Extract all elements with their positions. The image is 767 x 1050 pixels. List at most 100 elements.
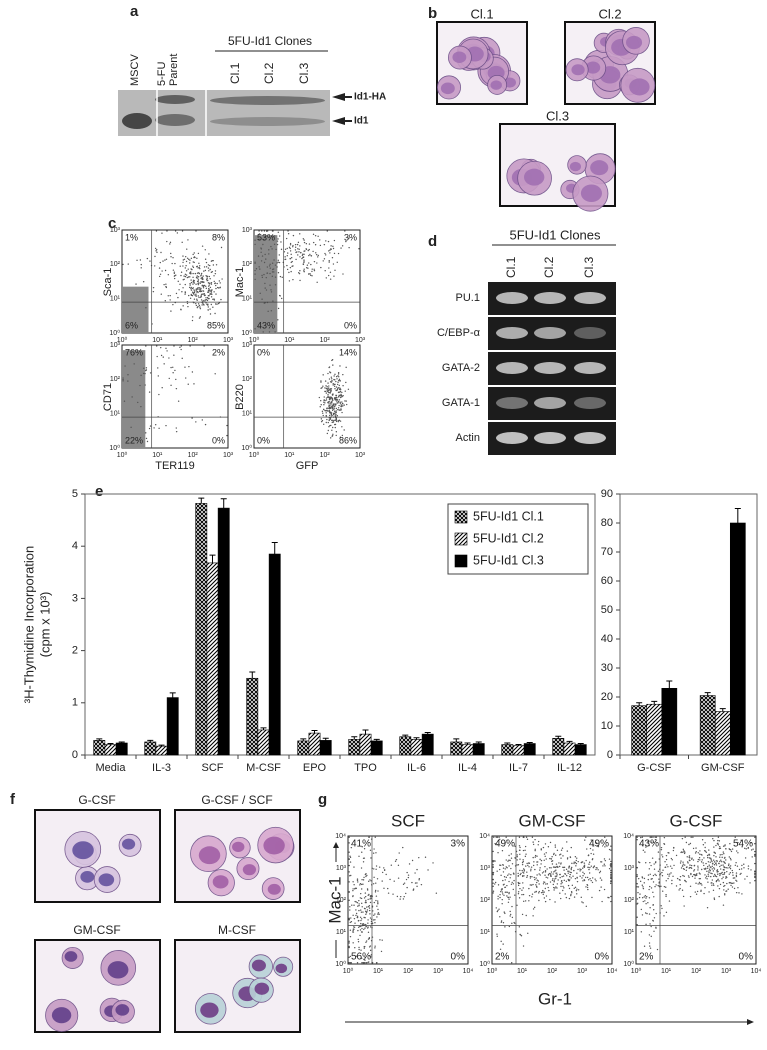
event-dot (570, 877, 572, 879)
y-tick-label: 10⁰ (109, 444, 120, 452)
event-dot (270, 289, 272, 291)
event-dot (554, 854, 557, 856)
event-dot (190, 257, 193, 260)
event-dot (724, 884, 726, 887)
x-tick-label: 10² (403, 968, 414, 975)
event-dot (492, 892, 494, 894)
lane-label: Cl.3 (297, 62, 311, 84)
event-dot (579, 875, 581, 877)
event-dot (169, 243, 171, 245)
event-dot (291, 260, 293, 263)
event-dot (303, 241, 306, 244)
event-dot (316, 281, 318, 283)
event-dot (587, 866, 589, 869)
event-dot (521, 889, 523, 891)
event-dot (573, 896, 576, 898)
bar (257, 729, 270, 756)
event-dot (663, 842, 665, 845)
x-tick-label: 10³ (577, 968, 588, 975)
event-dot (749, 882, 751, 884)
event-dot (270, 291, 273, 293)
event-dot (505, 836, 507, 838)
gel-band (534, 327, 566, 339)
event-dot (192, 279, 195, 282)
event-dot (728, 863, 730, 865)
event-dot (274, 331, 276, 333)
event-dot (522, 882, 524, 884)
event-dot (740, 868, 743, 870)
event-dot (320, 404, 322, 406)
event-dot (650, 864, 652, 867)
event-dot (646, 895, 648, 898)
x-axis-label: GFP (296, 460, 319, 472)
event-dot (205, 302, 207, 304)
event-dot (202, 287, 205, 289)
event-dot (278, 254, 280, 256)
event-dot (323, 408, 325, 411)
y-tick-label: 20 (601, 691, 613, 703)
event-dot (548, 889, 550, 892)
event-dot (204, 269, 207, 272)
event-dot (636, 883, 638, 885)
event-dot (201, 284, 204, 286)
nucleus (242, 864, 257, 876)
event-dot (359, 929, 362, 931)
event-dot (354, 922, 356, 924)
event-dot (525, 836, 528, 838)
event-dot (542, 889, 544, 892)
event-dot (545, 895, 548, 897)
event-dot (509, 910, 511, 913)
event-dot (254, 262, 256, 264)
event-dot (196, 272, 199, 274)
event-dot (569, 879, 571, 881)
event-dot (193, 252, 195, 254)
event-dot (278, 261, 281, 264)
event-dot (348, 836, 350, 838)
event-dot (209, 308, 211, 310)
event-dot (507, 860, 509, 862)
event-dot (636, 886, 638, 888)
event-dot (207, 264, 210, 266)
event-dot (549, 857, 551, 860)
event-dot (719, 865, 721, 868)
event-dot (196, 275, 198, 277)
event-dot (497, 895, 499, 898)
event-dot (122, 380, 124, 382)
event-dot (550, 875, 552, 877)
event-dot (303, 259, 305, 261)
event-dot (198, 304, 201, 307)
event-dot (201, 281, 204, 283)
nucleus (115, 1004, 130, 1016)
image-title: G-CSF / SCF (201, 793, 272, 807)
legend-swatch (454, 532, 468, 546)
event-dot (349, 861, 352, 863)
event-dot (351, 904, 353, 906)
event-dot (501, 898, 503, 901)
event-dot (397, 864, 400, 867)
event-dot (581, 901, 583, 903)
event-dot (289, 242, 292, 245)
event-dot (343, 404, 345, 406)
event-dot (333, 410, 336, 412)
event-dot (202, 285, 205, 288)
event-dot (593, 865, 595, 868)
event-dot (406, 886, 408, 889)
y-axis-label: Mac-1 (234, 267, 246, 298)
event-dot (516, 859, 518, 861)
event-dot (644, 851, 646, 853)
event-dot (341, 434, 344, 437)
event-dot (506, 867, 508, 869)
bar (661, 687, 678, 756)
event-dot (365, 912, 368, 914)
event-dot (610, 895, 612, 898)
event-dot (197, 283, 200, 286)
event-dot (608, 858, 611, 860)
event-dot (359, 883, 362, 885)
event-dot (508, 880, 510, 883)
event-dot (361, 902, 363, 905)
event-dot (325, 399, 328, 401)
event-dot (170, 384, 172, 387)
event-dot (707, 865, 709, 868)
event-dot (122, 263, 124, 266)
